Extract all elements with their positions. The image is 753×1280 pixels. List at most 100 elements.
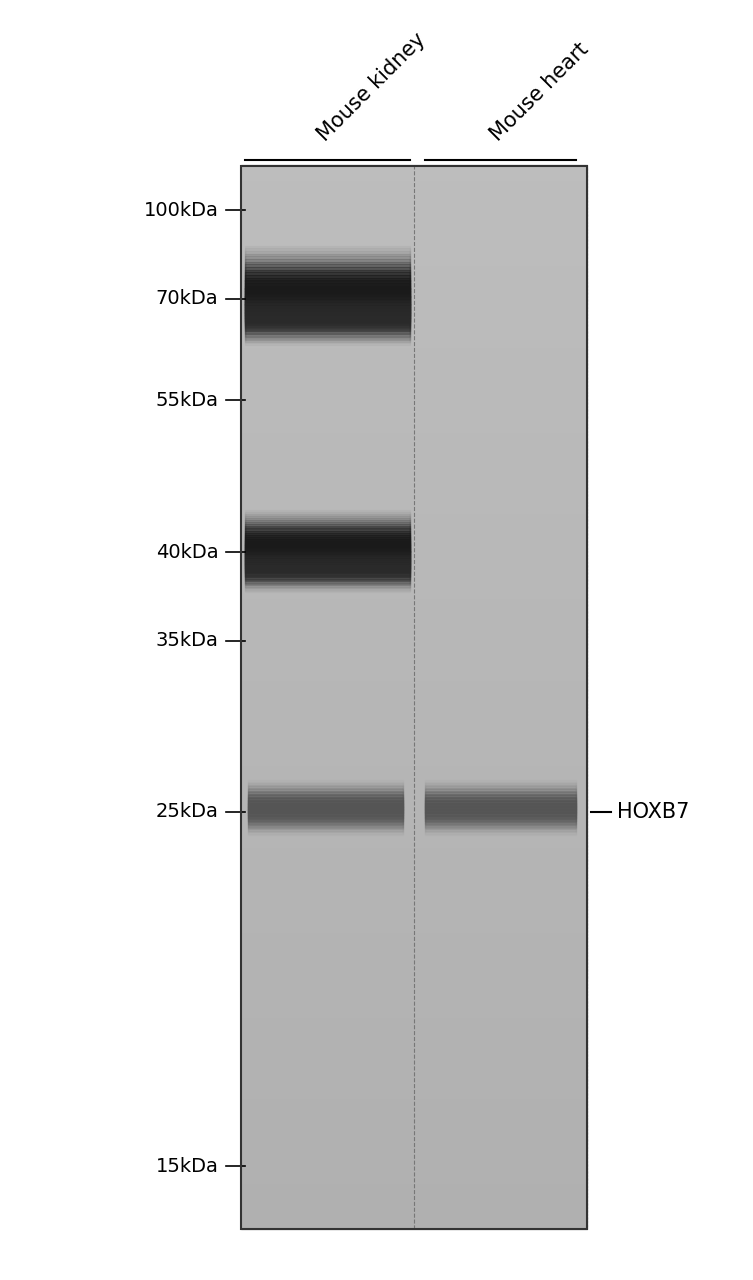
Bar (241, 774, 587, 780)
Bar (245, 294, 410, 302)
Bar (241, 916, 587, 922)
Bar (425, 815, 576, 820)
Bar (241, 332, 587, 337)
Bar (245, 552, 410, 558)
Bar (245, 253, 410, 262)
Bar (425, 823, 576, 828)
Bar (241, 307, 587, 311)
Bar (248, 823, 403, 828)
Bar (241, 1207, 587, 1212)
Bar (241, 995, 587, 998)
Bar (245, 579, 410, 582)
Bar (245, 536, 410, 543)
Bar (241, 849, 587, 854)
Text: 55kDa: 55kDa (155, 390, 218, 410)
Bar (245, 288, 410, 292)
Bar (241, 1121, 587, 1126)
Bar (245, 268, 410, 275)
Bar (241, 462, 587, 467)
Bar (245, 585, 410, 590)
Bar (241, 782, 587, 786)
Bar (241, 948, 587, 952)
Bar (241, 396, 587, 401)
Bar (241, 682, 587, 687)
Bar (241, 1203, 587, 1208)
Bar (245, 294, 410, 298)
Bar (248, 805, 403, 810)
Bar (241, 360, 587, 365)
Bar (241, 622, 587, 627)
Bar (245, 571, 410, 575)
Bar (245, 512, 410, 518)
Bar (245, 550, 410, 554)
Bar (245, 333, 410, 337)
Bar (241, 803, 587, 808)
Bar (241, 813, 587, 818)
Bar (241, 955, 587, 960)
Bar (245, 310, 410, 315)
Bar (241, 204, 587, 209)
Bar (245, 261, 410, 270)
Bar (241, 1037, 587, 1042)
Bar (241, 1012, 587, 1016)
Bar (241, 1211, 587, 1215)
Bar (241, 969, 587, 974)
Bar (241, 931, 587, 936)
Bar (241, 1051, 587, 1056)
Bar (241, 246, 587, 251)
Bar (241, 644, 587, 648)
Bar (241, 692, 587, 698)
Bar (241, 221, 587, 227)
Bar (241, 186, 587, 191)
Bar (241, 884, 587, 890)
Bar (425, 781, 576, 785)
Bar (241, 1167, 587, 1172)
Bar (241, 526, 587, 531)
Bar (241, 218, 587, 223)
Bar (248, 803, 403, 808)
Bar (245, 548, 410, 552)
Bar (241, 367, 587, 371)
Bar (425, 809, 576, 813)
Bar (241, 392, 587, 397)
Bar (241, 268, 587, 273)
Bar (241, 859, 587, 864)
Bar (245, 264, 410, 273)
Bar (241, 1165, 587, 1169)
Bar (241, 445, 587, 449)
Bar (241, 207, 587, 212)
Bar (241, 200, 587, 205)
Bar (245, 568, 410, 572)
Bar (241, 1175, 587, 1180)
Bar (241, 420, 587, 425)
Bar (241, 660, 587, 666)
Bar (245, 522, 410, 529)
Bar (241, 193, 587, 198)
Bar (241, 1181, 587, 1187)
Bar (241, 831, 587, 836)
Bar (245, 559, 410, 566)
Bar (245, 297, 410, 305)
Bar (248, 822, 403, 827)
Bar (241, 338, 587, 343)
Bar (241, 845, 587, 850)
Bar (241, 1101, 587, 1106)
Bar (241, 650, 587, 655)
Bar (241, 243, 587, 247)
Bar (241, 718, 587, 722)
Bar (245, 575, 410, 579)
Bar (241, 374, 587, 379)
Bar (241, 300, 587, 305)
Bar (425, 812, 576, 817)
Bar (241, 335, 587, 339)
Bar (241, 364, 587, 369)
Bar (245, 297, 410, 301)
Bar (245, 292, 410, 297)
Bar (241, 867, 587, 872)
Bar (241, 1043, 587, 1048)
Bar (425, 818, 576, 822)
Bar (425, 819, 576, 823)
Bar (241, 520, 587, 524)
Bar (241, 594, 587, 599)
Bar (425, 783, 576, 787)
